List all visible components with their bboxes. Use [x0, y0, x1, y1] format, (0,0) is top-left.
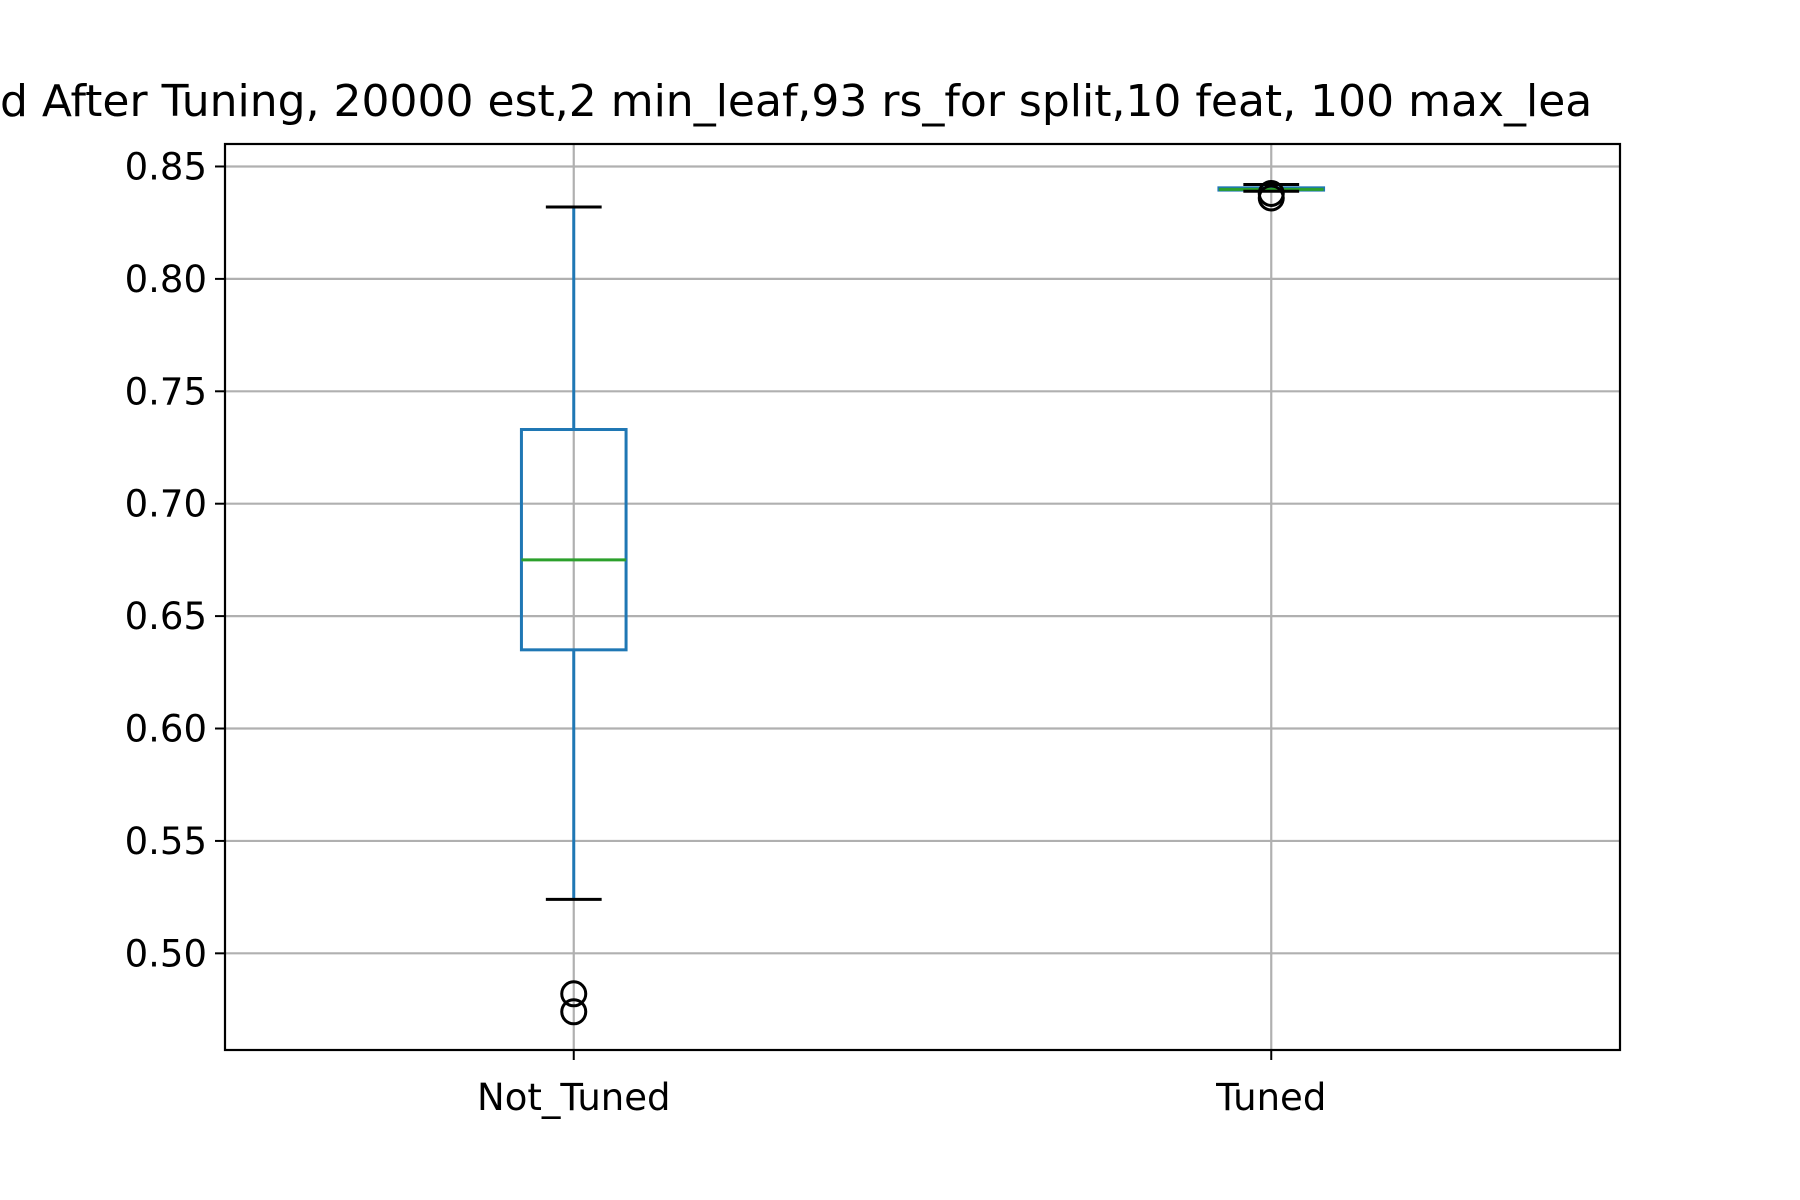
outlier-point — [560, 980, 588, 1008]
y-tick-label: 0.50 — [125, 932, 207, 975]
y-axis: 0.50 0.55 0.60 0.65 0.70 0.75 0.80 0.85 — [125, 145, 225, 975]
gridlines — [225, 144, 1620, 1050]
box-not-tuned — [519, 205, 628, 1026]
x-tick-label: Tuned — [1215, 1076, 1326, 1119]
x-axis: Not_Tuned Tuned — [477, 1050, 1326, 1119]
y-tick-label: 0.70 — [125, 483, 207, 526]
y-tick-label: 0.60 — [125, 708, 207, 751]
y-tick-label: 0.55 — [125, 820, 207, 863]
outlier-point — [1257, 179, 1285, 207]
outlier-point — [560, 998, 588, 1026]
iqr-box — [519, 428, 628, 652]
x-tick-label: Not_Tuned — [477, 1076, 670, 1119]
chart-title: d After Tuning, 20000 est,2 min_leaf,93 … — [0, 76, 1592, 127]
y-tick-label: 0.65 — [125, 595, 207, 638]
y-tick-label: 0.75 — [125, 370, 207, 413]
boxes — [519, 179, 1326, 1026]
box-tuned — [1217, 179, 1326, 212]
y-tick-label: 0.85 — [125, 145, 207, 188]
y-tick-label: 0.80 — [125, 258, 207, 301]
plot-frame — [223, 142, 1622, 1052]
